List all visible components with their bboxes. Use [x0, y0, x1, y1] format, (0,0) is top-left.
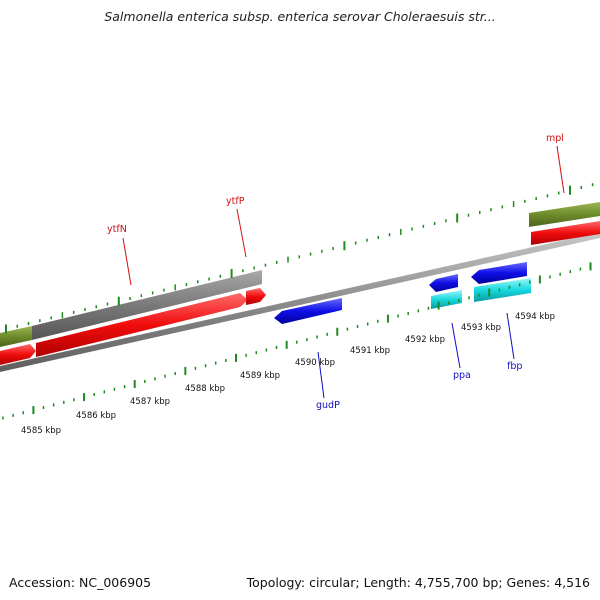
gene-label-gudP[interactable]: gudP	[316, 400, 340, 411]
ruler-ticks-lower	[2, 262, 592, 420]
cds-forward-2	[36, 293, 248, 357]
cds-forward-3	[246, 288, 266, 305]
gene-labels: ytfN ytfP mpl gudP ppa fbp	[107, 133, 565, 411]
map-title: Salmonella enterica subsp. enterica sero…	[104, 9, 496, 24]
scale-label: 4585 kbp	[21, 426, 61, 436]
gene-label-ppa[interactable]: ppa	[453, 370, 471, 381]
scale-label: 4587 kbp	[130, 397, 170, 407]
scale-label: 4592 kbp	[405, 335, 445, 345]
gene-leader-line	[451, 322, 461, 369]
gene-leader-line	[317, 351, 325, 399]
gene-label-ytfP[interactable]: ytfP	[226, 196, 245, 207]
accession-text: Accession: NC_006905	[9, 575, 152, 590]
gene-label-ytfN[interactable]: ytfN	[107, 224, 127, 235]
cds-reverse-gudP	[274, 298, 342, 324]
genome-backbone	[0, 232, 600, 372]
gene-leader-line	[506, 312, 515, 360]
track-divider	[528, 217, 600, 229]
cog-feature-gray	[32, 270, 262, 340]
cds-forward-mpl	[531, 221, 600, 245]
gene-leader-line	[236, 208, 247, 258]
topology-text: Topology: circular; Length: 4,755,700 bp…	[246, 575, 590, 590]
cds-forward-1	[0, 344, 36, 365]
scale-label: 4589 kbp	[240, 371, 280, 381]
gene-leader-line	[556, 145, 565, 194]
scale-labels: 4585 kbp 4586 kbp 4587 kbp 4588 kbp 4589 kbp…	[21, 312, 555, 436]
cds-reverse-ppa	[429, 274, 458, 292]
ruler-ticks-upper	[5, 183, 594, 334]
scale-label: 4593 kbp	[461, 323, 501, 333]
cog-feature-olive-right	[529, 202, 600, 227]
scale-label: 4590 kbp	[295, 358, 335, 368]
scale-label: 4586 kbp	[76, 411, 116, 421]
rna-ppa	[431, 290, 462, 309]
scale-label: 4588 kbp	[185, 384, 225, 394]
scale-label: 4594 kbp	[515, 312, 555, 322]
cds-reverse-fbp	[471, 262, 527, 284]
gene-label-mpl[interactable]: mpl	[546, 133, 564, 144]
gene-leader-line	[122, 237, 132, 286]
gene-label-fbp[interactable]: fbp	[507, 361, 522, 372]
cog-feature-olive	[0, 326, 32, 347]
scale-label: 4591 kbp	[350, 346, 390, 356]
